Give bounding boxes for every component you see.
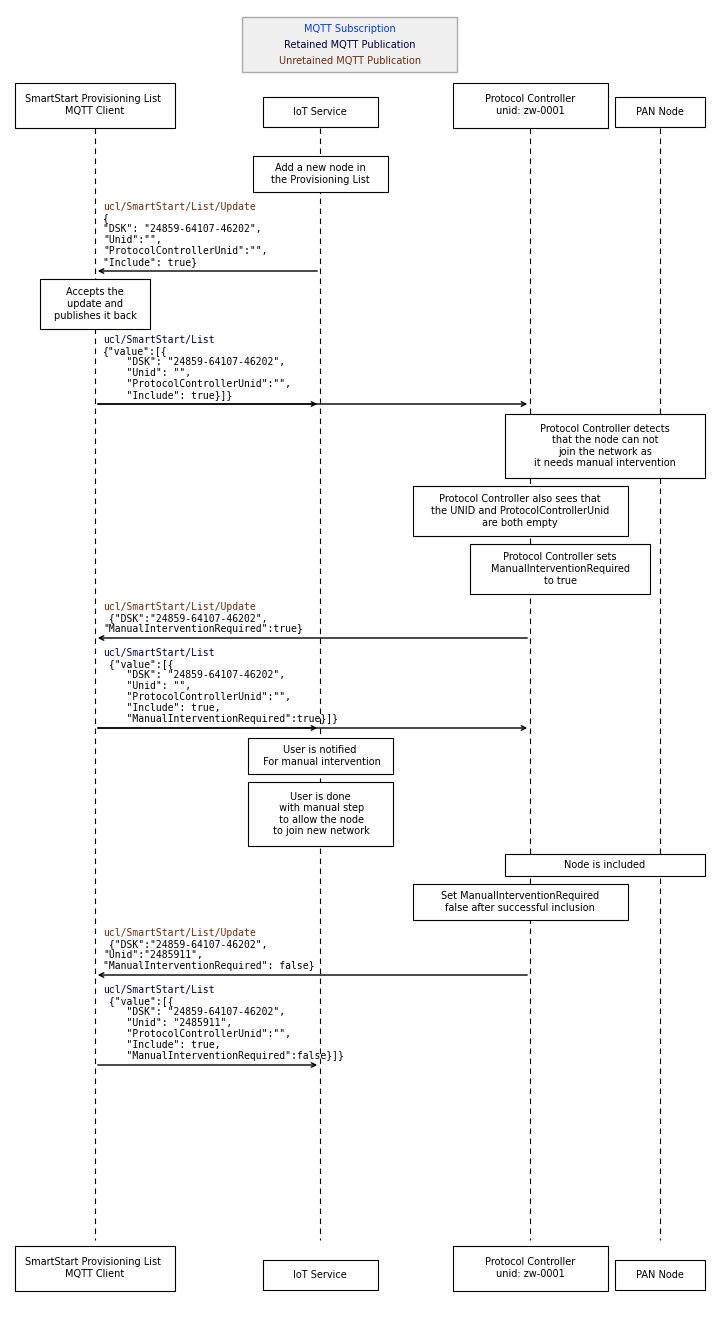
Text: {"DSK":"24859-64107-46202",: {"DSK":"24859-64107-46202", [103,939,268,948]
Bar [452,83,608,128]
Text: "Unid": "",: "Unid": "", [103,368,191,378]
Text: ucl/SmartStart/List/Update: ucl/SmartStart/List/Update [103,602,256,611]
Text: {"value":[{: {"value":[{ [103,659,174,669]
FancyBboxPatch shape [243,17,457,72]
Text: Set ManualInterventionRequired
false after successful inclusion: Set ManualInterventionRequired false aft… [441,891,599,912]
Text: "Include": true}: "Include": true} [103,257,197,266]
Text: ucl/SmartStart/List: ucl/SmartStart/List [103,984,215,995]
Text: "DSK": "24859-64107-46202",: "DSK": "24859-64107-46202", [103,224,261,234]
Text: "Unid": "2485911",: "Unid": "2485911", [103,1018,233,1028]
Text: Protocol Controller
unid: zw-0001: Protocol Controller unid: zw-0001 [485,1257,575,1279]
Text: "Include": true,: "Include": true, [103,1040,220,1050]
Text: "Include": true,: "Include": true, [103,703,220,713]
Text: "ManualInterventionRequired":true}]}: "ManualInterventionRequired":true}]} [103,714,338,725]
Text: SmartStart Provisioning List 
MQTT Client: SmartStart Provisioning List MQTT Client [25,1257,165,1279]
Text: "ProtocolControllerUnid":"",: "ProtocolControllerUnid":"", [103,1030,291,1039]
Bar [413,486,628,535]
Text: "Unid":"2485911",: "Unid":"2485911", [103,950,203,960]
Text: {: { [103,213,109,222]
Text: "DSK": "24859-64107-46202",: "DSK": "24859-64107-46202", [103,1007,285,1018]
Text: "Unid": "",: "Unid": "", [103,681,191,691]
Text: Protocol Controller also sees that
the UNID and ProtocolControllerUnid
are both : Protocol Controller also sees that the U… [431,494,609,527]
Text: IoT Service: IoT Service [293,1269,347,1280]
Bar [15,1245,175,1291]
Bar [470,543,650,594]
Text: "Unid":"",: "Unid":"", [103,234,162,245]
Text: "ProtocolControllerUnid":"",: "ProtocolControllerUnid":"", [103,380,291,389]
Text: User is notified
 For manual intervention: User is notified For manual intervention [260,745,380,767]
Text: "ProtocolControllerUnid":"",: "ProtocolControllerUnid":"", [103,246,268,256]
Text: "ManualInterventionRequired": false}: "ManualInterventionRequired": false} [103,960,315,971]
Text: ucl/SmartStart/List/Update: ucl/SmartStart/List/Update [103,928,256,938]
Bar [263,97,377,127]
Text: "ProtocolControllerUnid":"",: "ProtocolControllerUnid":"", [103,693,291,702]
Text: ucl/SmartStart/List: ucl/SmartStart/List [103,336,215,345]
Text: ucl/SmartStart/List/Update: ucl/SmartStart/List/Update [103,202,256,212]
Bar [40,278,150,329]
Bar [505,414,705,478]
Text: "DSK": "24859-64107-46202",: "DSK": "24859-64107-46202", [103,670,285,681]
Text: PAN Node: PAN Node [636,1269,684,1280]
Bar [15,83,175,128]
Bar [413,884,628,920]
Text: {"value":[{: {"value":[{ [103,996,174,1006]
Text: Accepts the
update and
publishes it back: Accepts the update and publishes it back [53,288,136,321]
Bar [248,738,392,774]
Text: SmartStart Provisioning List 
MQTT Client: SmartStart Provisioning List MQTT Client [25,95,165,116]
Bar [615,97,705,127]
Bar [253,156,387,192]
Text: MQTT Subscription: MQTT Subscription [304,24,396,35]
Text: Retained MQTT Publication: Retained MQTT Publication [284,40,415,51]
Text: ucl/SmartStart/List: ucl/SmartStart/List [103,647,215,658]
Text: Unretained MQTT Publication: Unretained MQTT Publication [279,56,421,67]
Text: Node is included: Node is included [564,860,646,870]
Text: "DSK": "24859-64107-46202",: "DSK": "24859-64107-46202", [103,357,285,368]
Text: User is done
 with manual step
 to allow the node
 to join new network: User is done with manual step to allow t… [270,791,370,836]
Bar [263,1260,377,1289]
Text: Protocol Controller sets
ManualInterventionRequired
to true: Protocol Controller sets ManualIntervent… [490,553,629,586]
Text: "ManualInterventionRequired":true}: "ManualInterventionRequired":true} [103,623,302,634]
Bar [615,1260,705,1289]
Text: {"value":[{: {"value":[{ [103,346,168,356]
Text: "ManualInterventionRequired":false}]}: "ManualInterventionRequired":false}]} [103,1051,344,1062]
Text: Add a new node in
the Provisioning List: Add a new node in the Provisioning List [271,164,369,185]
Bar [452,1245,608,1291]
Text: {"DSK":"24859-64107-46202",: {"DSK":"24859-64107-46202", [103,613,268,623]
Bar [248,782,392,846]
Text: IoT Service: IoT Service [293,107,347,117]
Bar [505,854,705,876]
Text: Protocol Controller
unid: zw-0001: Protocol Controller unid: zw-0001 [485,95,575,116]
Text: "Include": true}]}: "Include": true}]} [103,390,233,400]
Text: Protocol Controller detects
that the node can not
join the network as
it needs m: Protocol Controller detects that the nod… [534,424,676,469]
Text: PAN Node: PAN Node [636,107,684,117]
